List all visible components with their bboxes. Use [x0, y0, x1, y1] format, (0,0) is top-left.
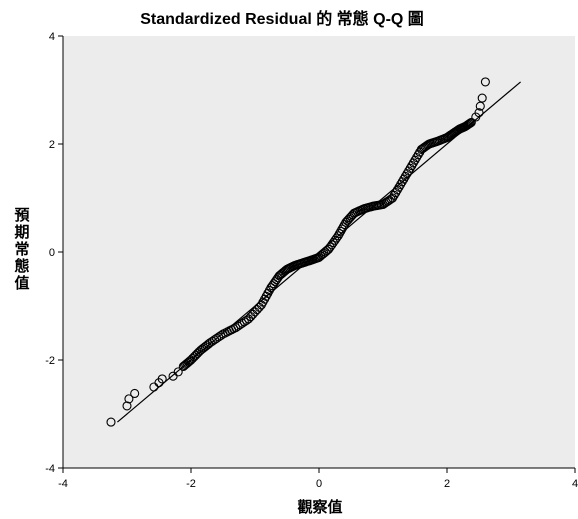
data-point — [328, 238, 338, 248]
data-point — [466, 117, 476, 127]
data-point — [388, 193, 398, 203]
data-point — [186, 355, 196, 365]
data-point — [330, 235, 340, 245]
data-point — [399, 174, 409, 184]
data-point — [320, 247, 330, 257]
data-point — [189, 352, 199, 362]
data-point — [106, 417, 116, 427]
data-point — [122, 401, 132, 411]
x-axis-label: 觀察值 — [297, 498, 342, 516]
data-point — [192, 348, 202, 359]
y-tick-label: 0 — [49, 247, 55, 259]
x-tick-label: -2 — [186, 478, 196, 490]
x-tick-label: -4 — [58, 478, 68, 490]
data-point — [334, 229, 345, 239]
data-point — [124, 394, 134, 404]
data-point — [394, 182, 404, 192]
data-point — [465, 118, 475, 128]
data-point — [327, 240, 337, 250]
data-point — [188, 353, 198, 363]
data-point — [412, 152, 422, 163]
x-axis-ticks: -4 -2 0 2 4 — [58, 468, 578, 490]
y-tick-label: -2 — [45, 355, 55, 367]
data-point — [389, 190, 399, 200]
data-point — [464, 119, 474, 129]
data-point — [191, 350, 201, 360]
data-point — [333, 231, 343, 241]
data-point — [397, 177, 407, 187]
data-point — [404, 166, 414, 176]
data-point — [408, 158, 418, 168]
y-axis-ticks: 4 2 0 -2 -4 — [45, 31, 63, 475]
data-point — [410, 155, 420, 165]
data-point — [405, 163, 415, 173]
y-axis-label: 預期常態值 — [14, 206, 30, 292]
data-point — [336, 226, 346, 236]
x-tick-label: 4 — [572, 478, 578, 490]
data-point — [392, 185, 402, 195]
y-tick-label: -4 — [45, 463, 55, 475]
data-point — [413, 150, 423, 160]
data-point — [480, 77, 490, 87]
data-point — [130, 388, 140, 399]
chart-title: Standardized Residual 的 常態 Q-Q 圖 — [140, 9, 424, 28]
data-point — [324, 244, 334, 254]
data-point — [337, 224, 347, 234]
data-point — [332, 233, 342, 243]
data-point — [396, 179, 406, 190]
data-point — [391, 188, 401, 198]
x-tick-label: 2 — [444, 478, 450, 490]
y-tick-label: 2 — [49, 139, 55, 151]
data-point — [325, 242, 335, 252]
data-point — [157, 374, 167, 384]
data-point — [400, 171, 410, 181]
data-points — [106, 77, 490, 427]
x-tick-label: 0 — [316, 478, 322, 490]
y-tick-label: 4 — [49, 31, 55, 43]
data-point — [474, 108, 484, 118]
data-point — [402, 169, 412, 179]
data-point — [477, 93, 487, 103]
data-point — [407, 161, 417, 171]
data-point — [173, 367, 183, 377]
